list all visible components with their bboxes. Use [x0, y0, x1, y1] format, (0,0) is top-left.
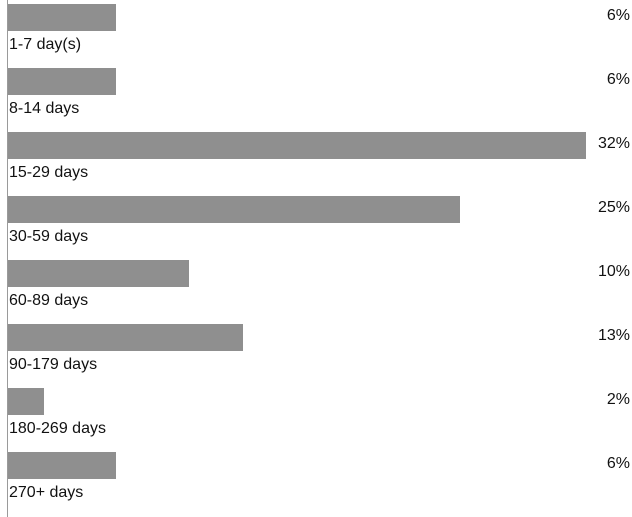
bar-row: 6% 1-7 day(s) [0, 0, 632, 57]
category-label: 15-29 days [9, 164, 89, 181]
bar [8, 452, 116, 479]
bar-row: 2% 180-269 days [0, 377, 632, 441]
bar-row: 25% 30-59 days [0, 185, 632, 249]
bar-value-label: 2% [606, 391, 630, 408]
bar-value-label: 13% [597, 327, 630, 344]
bar-value-label: 6% [606, 7, 630, 24]
bar-row: 32% 15-29 days [0, 121, 632, 185]
bar-row: 13% 90-179 days [0, 313, 632, 377]
category-label: 1-7 day(s) [9, 36, 82, 53]
bar-row: 6% 8-14 days [0, 57, 632, 121]
category-label: 60-89 days [9, 292, 89, 309]
category-label: 90-179 days [9, 356, 98, 373]
category-axis-line [7, 0, 8, 517]
bar-value-label: 6% [606, 71, 630, 88]
category-label: 8-14 days [9, 100, 80, 117]
bar [8, 132, 586, 159]
bar [8, 196, 460, 223]
bar [8, 388, 44, 415]
bar-value-label: 32% [597, 135, 630, 152]
bar [8, 260, 189, 287]
category-label: 180-269 days [9, 420, 106, 437]
bar-value-label: 6% [606, 455, 630, 472]
category-label: 270+ days [9, 484, 84, 501]
bar-value-label: 10% [597, 263, 630, 280]
bar-value-label: 25% [597, 199, 630, 216]
bar [8, 4, 116, 31]
bar-row: 10% 60-89 days [0, 249, 632, 313]
bar [8, 324, 243, 351]
category-label: 30-59 days [9, 228, 89, 245]
bar-row: 6% 270+ days [0, 441, 632, 505]
bar [8, 68, 116, 95]
